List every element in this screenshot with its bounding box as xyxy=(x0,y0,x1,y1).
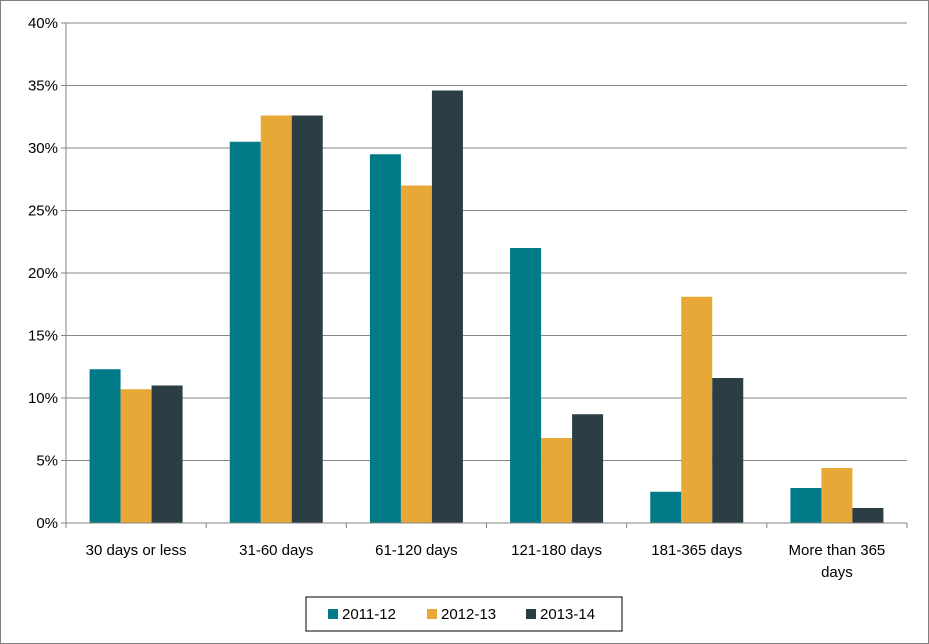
y-tick-label: 40% xyxy=(28,15,58,32)
bar-2011-12-2 xyxy=(369,154,401,523)
bars xyxy=(89,90,884,523)
legend-label: 2011-12 xyxy=(342,606,396,623)
x-category-label: 181-365 days xyxy=(651,542,742,559)
bar-2012-13-5 xyxy=(821,468,853,523)
x-category-label: 31-60 days xyxy=(239,542,313,559)
bar-2013-14-0 xyxy=(151,385,183,523)
legend-swatch xyxy=(328,609,338,619)
y-tick-label: 25% xyxy=(28,203,58,220)
x-category-label: 121-180 days xyxy=(511,542,602,559)
bar-2012-13-3 xyxy=(541,438,573,523)
bar-2011-12-1 xyxy=(229,141,261,523)
y-tick-label: 15% xyxy=(28,328,58,345)
bar-2011-12-3 xyxy=(510,248,542,523)
legend-swatch xyxy=(427,609,437,619)
bar-2011-12-0 xyxy=(89,369,121,523)
bar-2013-14-4 xyxy=(712,378,744,523)
x-category-label: 30 days or less xyxy=(86,542,187,559)
bar-2012-13-1 xyxy=(260,115,292,523)
gridlines xyxy=(61,22,907,524)
x-category-label: 61-120 days xyxy=(375,542,458,559)
y-tick-label: 35% xyxy=(28,78,58,95)
legend: 2011-12 2012-13 2013-14 xyxy=(305,596,623,632)
bar-2013-14-5 xyxy=(852,508,884,523)
axes xyxy=(65,23,908,528)
x-axis-category-labels: 30 days or less 31-60 days 61-120 days 121-… xyxy=(86,542,886,581)
y-axis-tick-labels: 0% 5% 10% 15% 20% 25% 30% 35% 40% xyxy=(28,15,58,532)
legend-box xyxy=(305,596,623,632)
bar-2011-12-4 xyxy=(650,491,682,523)
legend-label: 2013-14 xyxy=(540,606,595,623)
x-category-label: More than 365 xyxy=(789,542,886,559)
legend-swatch xyxy=(526,609,536,619)
y-tick-label: 10% xyxy=(28,390,58,407)
y-tick-label: 0% xyxy=(36,515,58,532)
y-tick-label: 5% xyxy=(36,453,58,470)
bar-2013-14-3 xyxy=(572,414,604,523)
y-tick-label: 20% xyxy=(28,265,58,282)
x-category-label: days xyxy=(821,564,853,581)
bar-2011-12-5 xyxy=(790,488,822,523)
bar-2012-13-4 xyxy=(681,296,713,523)
bar-2013-14-2 xyxy=(431,90,463,523)
y-tick-label: 30% xyxy=(28,140,58,157)
legend-label: 2012-13 xyxy=(441,606,496,623)
bar-2013-14-1 xyxy=(291,115,323,523)
bar-2012-13-2 xyxy=(400,185,432,523)
bar-2012-13-0 xyxy=(120,389,152,523)
